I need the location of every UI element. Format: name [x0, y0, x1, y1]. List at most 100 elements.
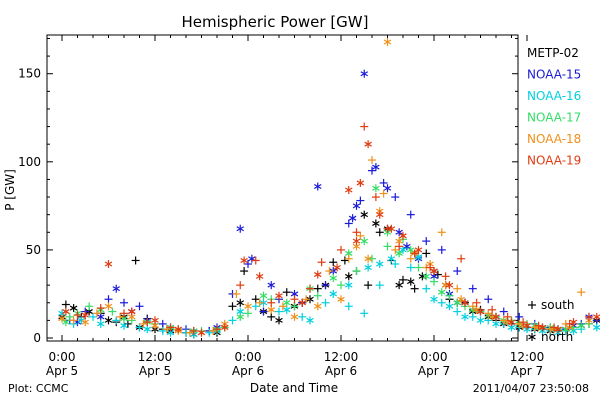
- south-marker: [337, 245, 345, 254]
- south-marker: [391, 193, 400, 202]
- south-marker: [275, 307, 283, 316]
- south-marker: [515, 319, 524, 328]
- north-marker: [62, 307, 70, 316]
- north-marker: [352, 201, 361, 210]
- south-marker: [410, 284, 419, 293]
- south-marker: [484, 295, 493, 304]
- y-tick-label: 100: [18, 155, 41, 169]
- south-marker: [383, 242, 392, 251]
- south-marker: [158, 326, 167, 335]
- south-marker: [441, 272, 450, 281]
- south-marker: [499, 307, 508, 316]
- south-marker: [422, 237, 431, 246]
- south-marker: [550, 323, 559, 332]
- north-marker: [372, 219, 380, 228]
- south-marker: [65, 312, 74, 321]
- south-marker: [255, 298, 264, 307]
- south-marker: [534, 321, 543, 330]
- north-marker: [445, 281, 454, 290]
- y-tick-label: 0: [33, 331, 41, 345]
- north-marker: [554, 325, 562, 334]
- x-tick-date-label: Apr 6: [325, 364, 357, 378]
- south-marker: [565, 319, 574, 328]
- south-marker: [135, 302, 144, 311]
- south-marker: [375, 228, 384, 237]
- south-marker: [437, 245, 446, 254]
- plot-frame: [46, 34, 519, 342]
- south-marker: [379, 189, 388, 198]
- north-marker: [430, 295, 438, 304]
- north-marker: [275, 316, 283, 325]
- north-marker: [329, 289, 338, 298]
- north-marker: [255, 272, 264, 281]
- data-markers: [58, 38, 600, 339]
- south-marker: [472, 298, 481, 307]
- south-marker: [433, 270, 442, 279]
- north-marker: [58, 314, 66, 323]
- legend-entry: NOAA-16: [527, 89, 581, 103]
- north-marker: [69, 304, 78, 313]
- north-marker: [492, 319, 500, 328]
- north-marker: [344, 281, 353, 290]
- x-tick-time-label: 0:00: [49, 350, 76, 364]
- north-marker: [523, 321, 531, 330]
- south-marker: [356, 231, 365, 240]
- north-marker: [399, 245, 407, 254]
- north-marker: [120, 321, 128, 330]
- north-marker: [414, 245, 423, 254]
- north-marker: [592, 323, 600, 332]
- south-marker: [259, 307, 268, 316]
- x-tick-time-label: 12:00: [510, 350, 545, 364]
- x-tick-time-label: 12:00: [324, 350, 359, 364]
- north-marker: [356, 178, 365, 187]
- south-marker: [92, 309, 101, 318]
- north-marker: [298, 298, 307, 307]
- north-marker: [197, 328, 206, 337]
- south-marker: [306, 284, 314, 293]
- north-marker: [313, 270, 322, 279]
- x-tick-time-label: 0:00: [235, 350, 262, 364]
- north-marker: [577, 321, 586, 330]
- legend-entry: NOAA-19: [527, 154, 581, 168]
- north-marker: [395, 228, 403, 237]
- north-marker: [461, 312, 469, 321]
- north-marker: [383, 184, 392, 193]
- north-marker: [244, 302, 252, 311]
- south-marker: [422, 284, 431, 293]
- y-tick-label: 50: [26, 243, 41, 257]
- south-marker: [422, 249, 431, 258]
- south-marker: [189, 326, 198, 335]
- south-marker: [368, 254, 376, 263]
- south-marker: [453, 307, 462, 316]
- north-marker: [174, 325, 183, 334]
- north-marker: [127, 307, 136, 316]
- north-marker: [81, 318, 90, 327]
- north-marker: [344, 186, 353, 194]
- north-marker: [492, 312, 500, 321]
- north-marker: [259, 291, 268, 300]
- south-marker: [360, 122, 369, 131]
- north-marker: [399, 231, 407, 240]
- north-marker: [528, 333, 536, 341]
- south-marker: [368, 166, 376, 175]
- x-tick-time-label: 0:00: [421, 350, 448, 364]
- north-marker: [151, 316, 159, 325]
- south-marker: [406, 254, 415, 263]
- south-marker: [329, 258, 338, 267]
- north-marker: [344, 272, 353, 281]
- south-marker: [290, 302, 299, 311]
- south-marker: [364, 281, 373, 290]
- marker-legend-south: south: [528, 298, 575, 312]
- legend-entry: NOAA-17: [527, 111, 581, 125]
- north-marker: [282, 305, 291, 314]
- north-marker: [282, 298, 291, 307]
- south-marker: [445, 291, 454, 300]
- north-marker: [62, 318, 70, 327]
- south-marker: [317, 258, 326, 267]
- south-marker: [120, 298, 128, 307]
- north-marker: [461, 298, 469, 307]
- south-marker: [528, 301, 536, 309]
- south-marker: [453, 267, 462, 276]
- south-marker: [135, 323, 144, 332]
- south-marker: [267, 298, 276, 307]
